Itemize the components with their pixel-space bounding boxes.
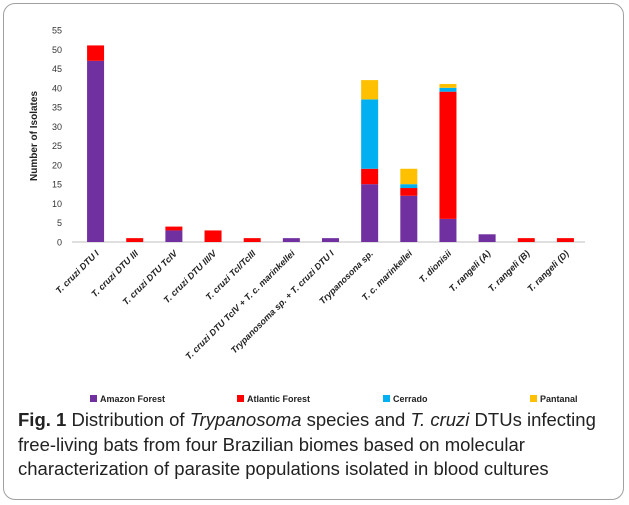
bar-segment [400,168,418,185]
figure-caption: Fig. 1 Distribution of Trypanosoma speci… [18,408,618,482]
x-tick-label: T. dionisii [417,248,454,285]
bar-segment [361,184,379,242]
bar-segment [517,238,535,242]
x-tick-label: T. rangeli (D) [525,248,570,293]
legend-label: Atlantic Forest [247,394,310,404]
y-tick-label: 0 [57,238,62,248]
legend-label: Pantanal [540,394,578,404]
legend-label: Cerrado [393,394,428,404]
y-tick-label: 15 [52,180,62,190]
bar-segment [322,238,339,242]
bar-segment [400,184,418,189]
legend-label: Amazon Forest [100,394,165,404]
y-tick-label: 25 [52,141,62,151]
legend-swatch [90,395,97,402]
y-tick-label: 50 [52,45,62,55]
bar-segment [204,230,222,242]
legend-swatch [237,395,244,402]
bar-segment [400,195,418,242]
y-tick-label: 45 [52,64,62,74]
caption-text-1: Distribution of [66,409,190,430]
bar-segment [439,218,457,242]
bar-segment [165,226,183,231]
y-tick-label: 55 [52,26,62,36]
bar-segment [478,234,496,242]
bar-segment [282,238,300,242]
bar-segment [439,83,457,88]
caption-text-3: DTUs infecting free-living bats from fou… [18,409,596,479]
bar-segment [87,45,105,61]
y-tick-label: 35 [52,103,62,113]
y-axis-title: Number of Isolates [29,91,40,181]
y-tick-label: 20 [52,160,62,170]
caption-genus: Trypanosoma [189,409,302,430]
bar-segment [361,99,379,169]
bar-segment [556,238,574,242]
figure-frame [3,3,624,500]
caption-text-2: species and [301,409,411,430]
bar-segment [87,60,105,242]
bar-segment [165,230,183,242]
legend-swatch [530,395,537,402]
y-tick-label: 10 [52,199,62,209]
legend-swatch [383,395,390,402]
y-tick-label: 5 [57,218,62,228]
bar-segment [361,80,379,100]
y-tick-label: 40 [52,83,62,93]
bar-segment [439,87,457,92]
bar-segment [126,238,144,242]
y-tick-label: 30 [52,122,62,132]
bar-segment [400,188,418,196]
bar-segment [439,91,457,219]
figure-number: Fig. 1 [18,409,67,430]
bar-segment [361,168,379,185]
stacked-bar-chart: 0 5 10 15 20 25 30 35 40 45 50 55 Number of Isolates… [29,26,585,404]
caption-species: T. cruzi [410,409,470,430]
bar-segment [243,238,261,242]
